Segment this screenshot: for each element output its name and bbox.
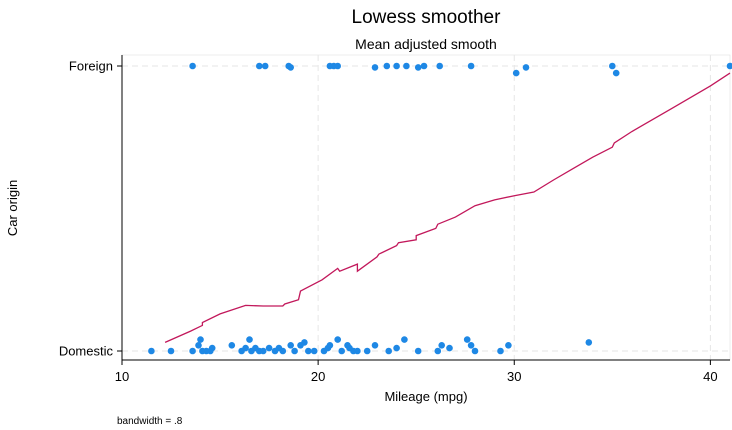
scatter-point [301,339,308,346]
scatter-point [471,347,479,355]
bandwidth-note: bandwidth = .8 [117,416,183,427]
scatter-point [228,342,236,349]
scatter-point [401,336,408,343]
scatter-point [463,336,471,343]
scatter-point [167,347,175,355]
scatter-point [338,347,346,355]
scatter-point [287,342,295,349]
scatter-point [446,344,453,352]
plot-area [121,54,731,361]
scatter-point [354,347,361,355]
ticks: 10 20 30 40 Domestic Foreign [59,59,718,385]
scatter-point [334,62,342,70]
scatter-point [522,64,530,71]
scatter-point [420,62,428,70]
scatter-point [255,62,263,70]
x-tick-label: 30 [507,369,521,384]
scatter-point [497,347,504,355]
scatter-point [512,69,520,77]
scatter-point [242,344,249,352]
scatter-point [414,64,422,71]
y-tick-label: Foreign [69,59,113,74]
y-tick-label: Domestic [59,344,114,359]
scatter-point [305,347,312,355]
scatter-point [195,342,202,349]
grid-lines [122,55,730,360]
y-axis-title: Car origin [5,180,20,236]
scatter-point [291,347,298,355]
x-tick-label: 40 [703,369,717,384]
scatter-point [310,347,318,355]
scatter-point [189,62,196,70]
x-tick-label: 10 [115,369,129,384]
scatter-point [414,347,422,355]
scatter-point [403,62,410,70]
scatter-point [383,62,391,70]
scatter-point [334,336,342,343]
scatter-point [189,347,196,355]
scatter-point [371,342,379,349]
scatter-point [609,62,616,70]
scatter-point [393,344,400,352]
scatter-point [265,344,273,352]
scatter-point [467,342,475,349]
scatter-point [612,69,620,77]
scatter-point [326,342,334,349]
scatter-point [467,62,475,70]
scatter-point [287,64,295,71]
scatter-point [246,336,253,343]
scatter-point [197,336,204,343]
scatter-point [393,62,400,70]
scatter-point [505,342,512,349]
x-axis-title: Mileage (mpg) [384,389,467,404]
scatter-point [208,344,216,352]
chart-title: Lowess smoother [352,7,502,28]
lowess-smooth-line [164,72,731,343]
scatter-points [148,62,732,355]
scatter-point [261,62,269,70]
scatter-point [438,342,446,349]
x-tick-label: 20 [311,369,325,384]
scatter-point [148,347,155,355]
scatter-point [434,347,442,355]
scatter-point [436,62,444,70]
scatter-point [726,62,732,70]
scatter-point [363,347,371,355]
smooth-line-group [164,72,731,343]
scatter-point [371,64,379,71]
scatter-point [385,347,393,355]
chart-subtitle: Mean adjusted smooth [355,36,497,52]
scatter-point [259,347,267,355]
scatter-point [279,347,287,355]
scatter-point [585,339,593,346]
axes [121,55,730,361]
